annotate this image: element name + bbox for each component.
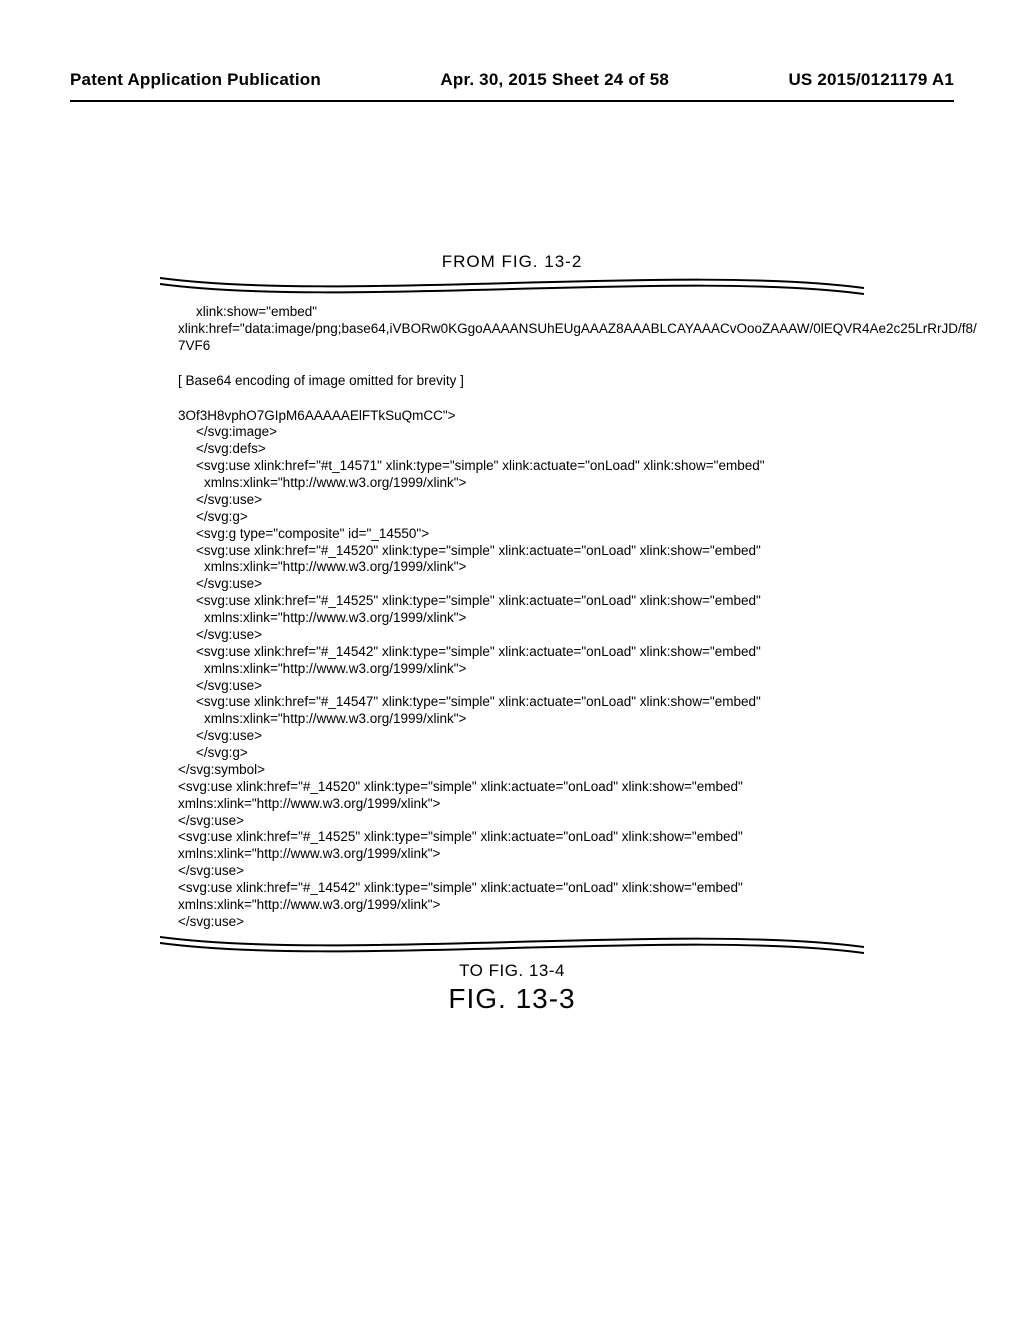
code-line: </svg:defs>: [160, 441, 864, 458]
code-line: </svg:use>: [160, 678, 864, 695]
page-header: Patent Application Publication Apr. 30, …: [70, 70, 954, 90]
code-line: <svg:use xlink:href="#_14542" xlink:type…: [160, 880, 864, 897]
code-line: </svg:use>: [160, 492, 864, 509]
code-line: <svg:use xlink:href="#_14520" xlink:type…: [160, 543, 864, 560]
header-center: Apr. 30, 2015 Sheet 24 of 58: [440, 70, 669, 90]
code-line: xmlns:xlink="http://www.w3.org/1999/xlin…: [160, 661, 864, 678]
svg-code-listing: xlink:show="embed"xlink:href="data:image…: [160, 304, 864, 931]
header-left: Patent Application Publication: [70, 70, 321, 90]
code-line: xmlns:xlink="http://www.w3.org/1999/xlin…: [160, 796, 864, 813]
code-line: 3Of3H8vphO7GIpM6AAAAAElFTkSuQmCC">: [160, 408, 864, 425]
code-line: [160, 390, 864, 408]
header-right: US 2015/0121179 A1: [788, 70, 954, 90]
code-line: <svg:use xlink:href="#_14520" xlink:type…: [160, 779, 864, 796]
code-line: xmlns:xlink="http://www.w3.org/1999/xlin…: [160, 846, 864, 863]
code-line: [160, 355, 864, 373]
code-line: xmlns:xlink="http://www.w3.org/1999/xlin…: [160, 711, 864, 728]
code-line: </svg:use>: [160, 627, 864, 644]
code-line: <svg:use xlink:href="#_14525" xlink:type…: [160, 593, 864, 610]
patent-figure-page: Patent Application Publication Apr. 30, …: [0, 0, 1024, 1320]
code-line: </svg:use>: [160, 914, 864, 931]
code-line: xlink:show="embed": [160, 304, 864, 321]
to-fig-label: TO FIG. 13-4: [70, 961, 954, 981]
code-line: </svg:g>: [160, 745, 864, 762]
code-line: <svg:use xlink:href="#_14547" xlink:type…: [160, 694, 864, 711]
code-line: </svg:image>: [160, 424, 864, 441]
code-line: </svg:g>: [160, 509, 864, 526]
code-line: xmlns:xlink="http://www.w3.org/1999/xlin…: [160, 475, 864, 492]
code-line: </svg:use>: [160, 576, 864, 593]
from-fig-label: FROM FIG. 13-2: [70, 252, 954, 272]
page-break-curve-top: [160, 274, 864, 298]
code-line: <svg:g type="composite" id="_14550">: [160, 526, 864, 543]
code-line: </svg:use>: [160, 863, 864, 880]
code-line: </svg:use>: [160, 728, 864, 745]
code-line: <svg:use xlink:href="#_14542" xlink:type…: [160, 644, 864, 661]
header-rule: [70, 100, 954, 102]
code-line: xlink:href="data:image/png;base64,iVBORw…: [160, 321, 864, 338]
code-line: <svg:use xlink:href="#_14525" xlink:type…: [160, 829, 864, 846]
figure-number: FIG. 13-3: [70, 983, 954, 1015]
code-line: <svg:use xlink:href="#t_14571" xlink:typ…: [160, 458, 864, 475]
code-line: xmlns:xlink="http://www.w3.org/1999/xlin…: [160, 610, 864, 627]
page-break-curve-bottom: [160, 931, 864, 955]
code-line: xmlns:xlink="http://www.w3.org/1999/xlin…: [160, 897, 864, 914]
code-line: [ Base64 encoding of image omitted for b…: [160, 373, 864, 390]
code-line: </svg:use>: [160, 813, 864, 830]
code-line: </svg:symbol>: [160, 762, 864, 779]
code-line: xmlns:xlink="http://www.w3.org/1999/xlin…: [160, 559, 864, 576]
code-line: 7VF6: [160, 338, 864, 355]
